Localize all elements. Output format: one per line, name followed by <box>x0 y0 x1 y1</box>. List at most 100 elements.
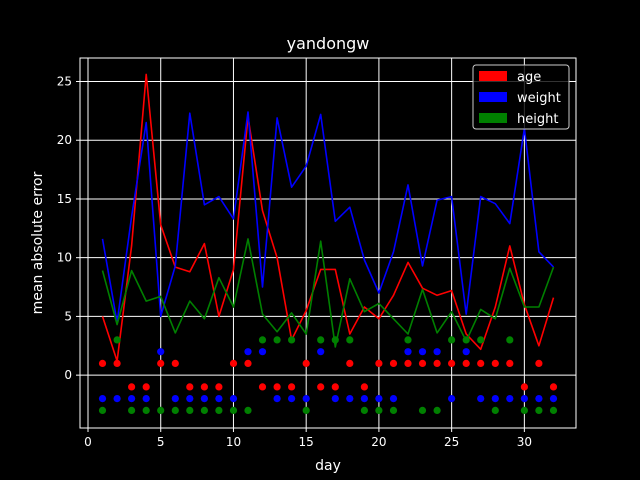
weight-point <box>128 395 136 403</box>
weight-point <box>157 348 165 356</box>
height-point <box>346 336 354 344</box>
height-point <box>418 406 427 414</box>
y-axis-label: mean absolute error <box>30 171 46 314</box>
height-point <box>520 406 529 414</box>
y-tick-label: 5 <box>64 309 72 323</box>
weight-point <box>360 395 368 403</box>
y-tick-label: 0 <box>64 368 72 382</box>
x-tick-label: 25 <box>444 435 459 449</box>
x-tick-label: 15 <box>299 435 314 449</box>
height-point <box>273 336 281 344</box>
weight-point <box>346 395 354 403</box>
height-point <box>215 406 223 414</box>
weight-point <box>229 395 238 403</box>
legend-label-height: height <box>517 112 558 127</box>
weight-point <box>535 395 543 403</box>
legend-swatch-weight <box>479 92 507 102</box>
age-point <box>200 383 208 391</box>
height-point <box>98 406 107 414</box>
weight-point <box>142 395 150 403</box>
age-line <box>101 73 555 362</box>
chart-title: yandongw <box>287 34 370 53</box>
weight-point <box>302 395 310 403</box>
weight-point <box>258 348 267 356</box>
height-point <box>404 336 412 344</box>
age-point <box>317 383 325 391</box>
series-markers <box>98 336 558 414</box>
weight-point <box>331 395 339 403</box>
height-point <box>142 406 150 414</box>
x-axis-label: day <box>315 458 341 474</box>
y-tick-label: 15 <box>57 192 72 206</box>
height-point <box>448 336 456 344</box>
height-point <box>229 406 238 414</box>
height-point <box>317 336 325 344</box>
x-tick-label: 20 <box>371 435 386 449</box>
grid <box>80 58 576 428</box>
age-point <box>491 359 499 367</box>
age-point <box>98 359 107 367</box>
height-point <box>477 336 485 344</box>
height-point <box>491 406 499 414</box>
height-point <box>549 406 558 414</box>
legend-label-weight: weight <box>517 91 561 106</box>
weight-point <box>462 348 470 356</box>
age-point <box>288 383 296 391</box>
height-point <box>462 336 470 344</box>
age-point <box>258 383 267 391</box>
weight-point <box>491 395 499 403</box>
age-point <box>418 359 427 367</box>
age-point <box>389 359 398 367</box>
weight-point <box>200 395 208 403</box>
height-point <box>331 336 339 344</box>
age-point <box>448 359 456 367</box>
y-tick-label: 25 <box>57 74 72 88</box>
weight-point <box>477 395 485 403</box>
age-point <box>244 359 252 367</box>
legend-swatch-age <box>479 71 507 81</box>
weight-point <box>98 395 107 403</box>
age-point <box>520 383 529 391</box>
weight-point <box>549 395 558 403</box>
height-point <box>433 406 441 414</box>
age-point <box>506 359 514 367</box>
height-point <box>258 336 267 344</box>
age-point <box>186 383 194 391</box>
weight-point <box>288 395 296 403</box>
weight-point <box>433 348 441 356</box>
weight-point <box>375 395 383 403</box>
age-point <box>360 383 368 391</box>
weight-point <box>171 395 179 403</box>
weight-point <box>317 348 325 356</box>
series-lines <box>101 73 555 362</box>
age-point <box>535 359 543 367</box>
height-point <box>375 406 383 414</box>
weight-point <box>273 395 281 403</box>
age-point <box>302 359 310 367</box>
weight-point <box>244 348 252 356</box>
height-point <box>157 406 165 414</box>
height-point <box>128 406 136 414</box>
x-tick-label: 10 <box>226 435 241 449</box>
height-point <box>186 406 194 414</box>
age-point <box>171 359 179 367</box>
weight-line <box>101 111 555 324</box>
height-point <box>360 406 368 414</box>
age-point <box>375 359 383 367</box>
age-point <box>477 359 485 367</box>
age-point <box>549 383 558 391</box>
height-point <box>535 406 543 414</box>
weight-point <box>186 395 194 403</box>
weight-point <box>113 395 121 403</box>
legend: age weight height <box>472 64 570 130</box>
weight-point <box>506 395 514 403</box>
height-point <box>506 336 514 344</box>
age-point <box>157 359 165 367</box>
x-tick-label: 0 <box>84 435 92 449</box>
age-point <box>331 383 339 391</box>
x-tick-label: 30 <box>517 435 532 449</box>
height-point <box>389 406 398 414</box>
age-point <box>404 359 412 367</box>
height-line <box>101 238 555 348</box>
